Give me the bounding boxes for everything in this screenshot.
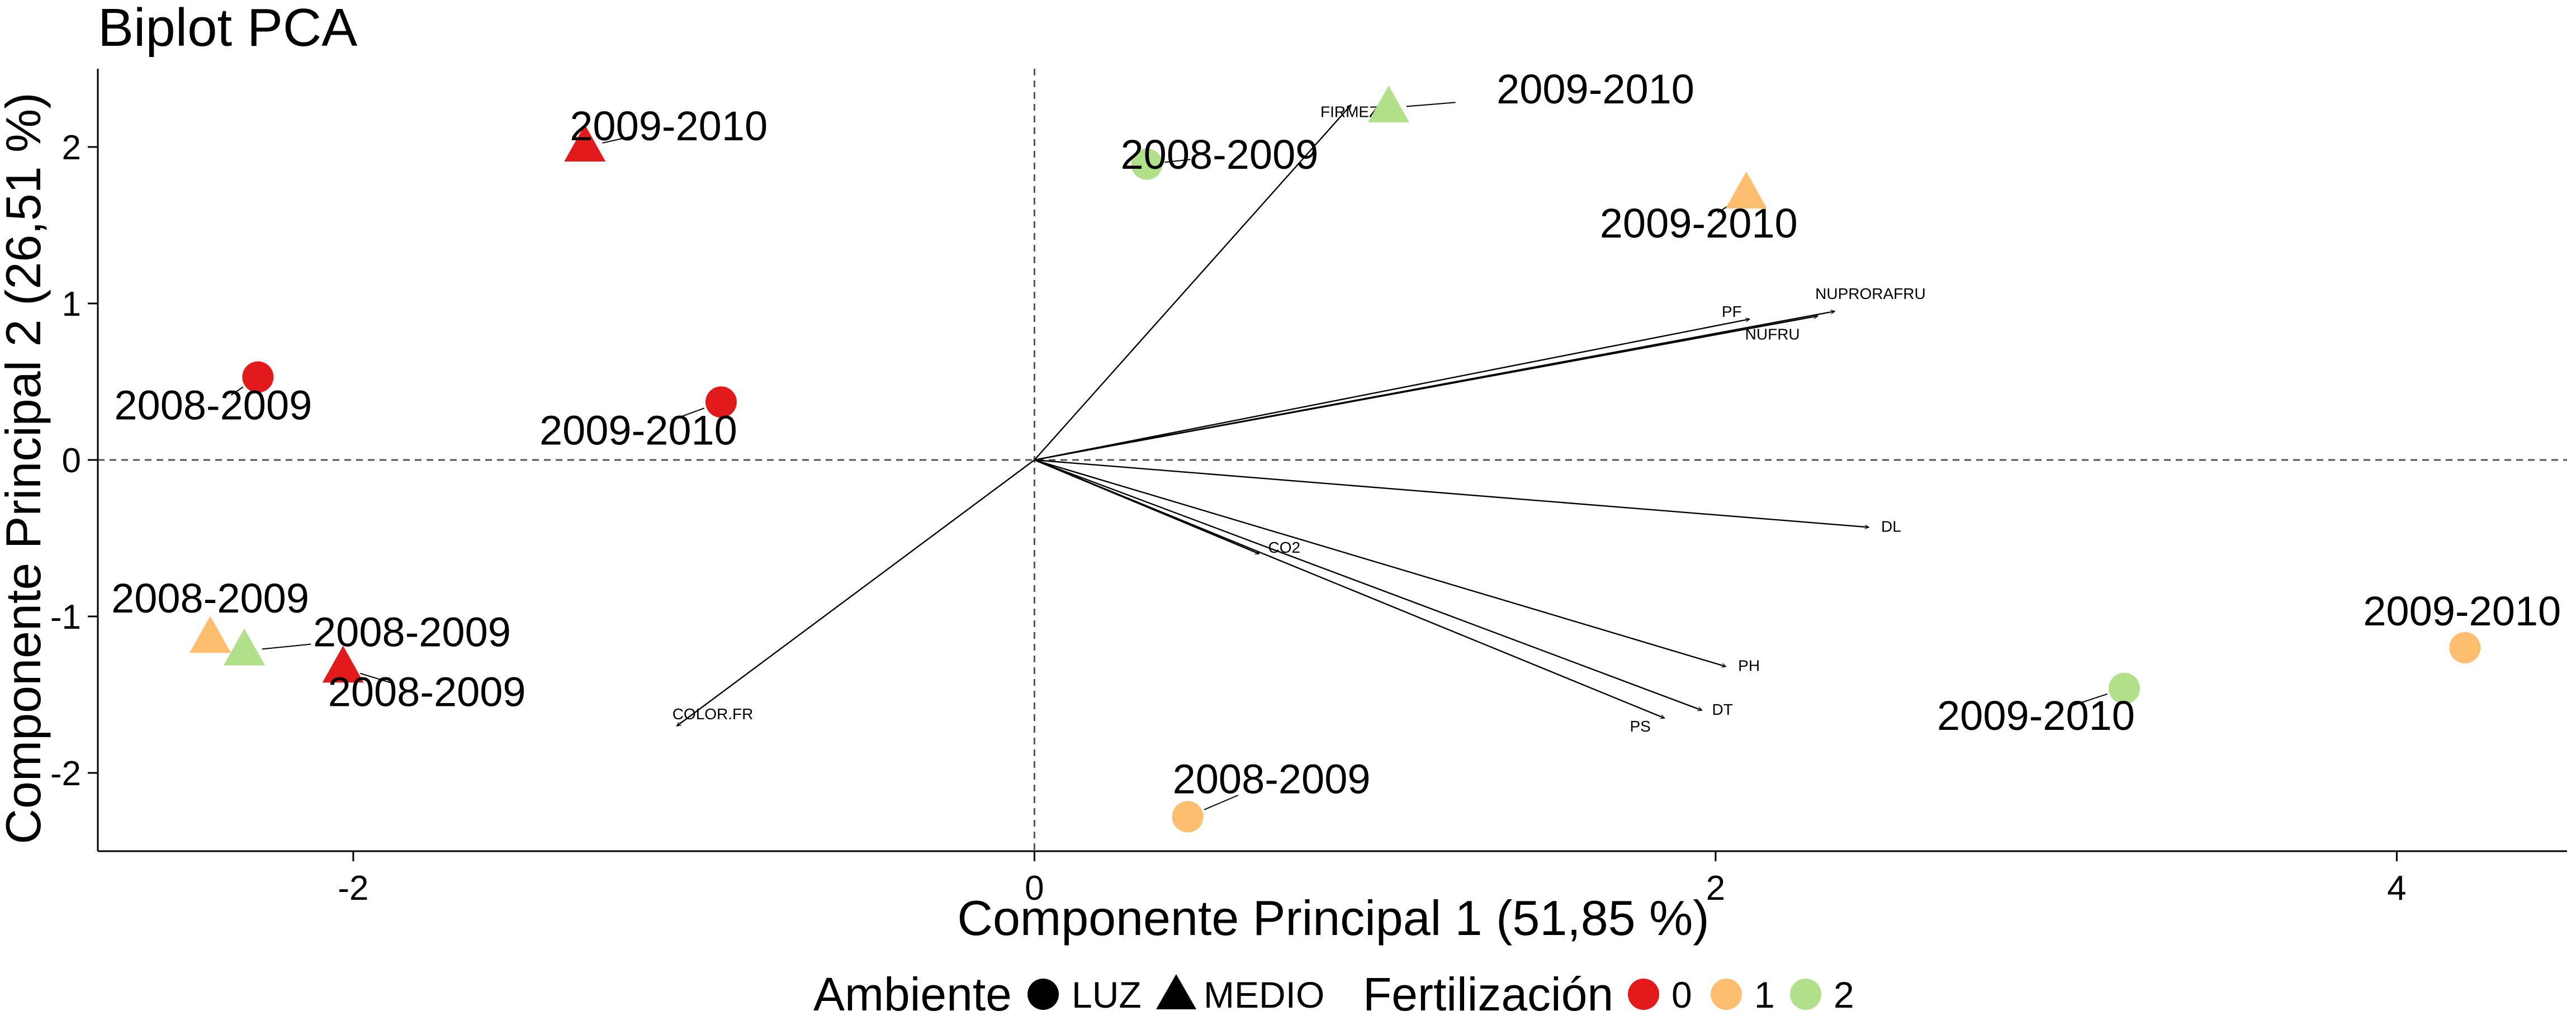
point-label-connector	[230, 386, 244, 396]
point-label: 2009-2010	[1600, 200, 1798, 246]
score-point-triangle	[564, 125, 606, 162]
loading-arrow	[1034, 319, 1749, 461]
point-label: 2008-2009	[313, 609, 511, 656]
loading-label: NUFRU	[1745, 325, 1800, 343]
score-point-circle	[2449, 632, 2481, 663]
point-label-connector	[1406, 102, 1456, 107]
point-label: 2009-2010	[570, 103, 768, 149]
score-point-circle	[242, 361, 274, 393]
legend-label-medio: MEDIO	[1204, 974, 1324, 1015]
x-tick-label: -2	[338, 869, 368, 908]
score-point-circle	[1172, 801, 1204, 833]
score-points: 2009-2010 2009-2010 2008-2009 2009-2010 2008…	[111, 66, 2561, 833]
score-point-circle	[705, 386, 737, 418]
loading-label: NUPRORAFRU	[1815, 285, 1926, 302]
chart-title: Biplot PCA	[98, 0, 357, 58]
score-point-triangle	[1725, 172, 1767, 208]
loading-label: DL	[1881, 518, 1901, 535]
point-label: 2008-2009	[111, 575, 309, 621]
y-axis-title: Componente Principal 2 (26,51 %)	[0, 92, 51, 844]
legend-label-luz: LUZ	[1072, 974, 1142, 1015]
point-label-connector	[359, 672, 394, 684]
loading-arrow	[1034, 105, 1351, 461]
x-axis-title: Componente Principal 1 (51,85 %)	[957, 890, 1709, 946]
y-tick-label: -1	[50, 598, 81, 637]
point-label: 2008-2009	[328, 668, 526, 715]
loading-arrow	[1034, 316, 1817, 461]
plot-area	[98, 69, 2567, 851]
loading-label: DT	[1712, 701, 1733, 718]
point-label: 2009-2010	[1937, 692, 2135, 739]
point-label-connector	[671, 407, 705, 421]
loading-arrow	[1034, 459, 1702, 710]
y-tick-label: -2	[50, 754, 81, 793]
point-label: 2008-2009	[1173, 756, 1371, 802]
point-label-connector	[602, 135, 636, 144]
x-tick-label: 2	[1706, 869, 1725, 908]
y-tick-label: 2	[62, 129, 81, 167]
loading-label: COLOR.FR	[673, 705, 754, 723]
loading-arrow	[677, 459, 1035, 727]
legend-title-fertilizacion: Fertilización	[1363, 968, 1613, 1020]
point-label: 2008-2009	[114, 382, 312, 429]
point-label: 2009-2010	[539, 407, 737, 453]
legend-key-fert-0	[1628, 979, 1659, 1010]
point-label-connector	[262, 643, 311, 650]
legend-key-medio	[1156, 974, 1196, 1009]
point-label: 2009-2010	[1497, 66, 1694, 112]
loading-label: PH	[1738, 657, 1760, 675]
legend-key-fert-2	[1790, 979, 1821, 1010]
y-tick-label: 0	[62, 442, 81, 480]
loading-arrow	[1034, 459, 1664, 718]
legend-key-luz	[1027, 979, 1059, 1010]
score-point-triangle	[223, 628, 265, 666]
score-point-triangle	[1368, 86, 1410, 122]
point-label-connector	[1204, 795, 1238, 810]
point-label-connector	[2071, 693, 2108, 706]
score-point-triangle	[322, 645, 364, 683]
point-label: 2008-2009	[1121, 131, 1319, 178]
legend-label-fert-0: 0	[1671, 974, 1692, 1015]
legend-title-ambiente: Ambiente	[813, 968, 1012, 1020]
legend-label-fert-1: 1	[1754, 974, 1775, 1015]
loading-label: PF	[1722, 303, 1742, 320]
loading-label: PS	[1630, 718, 1651, 735]
score-point-circle	[1131, 148, 1163, 180]
x-tick-label: 4	[2387, 869, 2406, 908]
score-point-circle	[2108, 672, 2140, 704]
loading-arrow	[1034, 459, 1726, 667]
legend-label-fert-2: 2	[1834, 974, 1854, 1015]
point-label-connector	[1164, 159, 1191, 163]
legend: Ambiente LUZ MEDIO Fertilización 0 1 2	[813, 968, 1854, 1020]
point-label: 2009-2010	[2363, 588, 2561, 634]
score-point-triangle	[190, 616, 231, 653]
loading-arrow	[1034, 459, 1869, 527]
y-tick-label: 1	[62, 285, 81, 324]
x-tick-label: 0	[1025, 869, 1044, 908]
axes: -2 0 2 4 -2 -1 0 1 2	[50, 69, 2567, 908]
legend-key-fert-1	[1711, 979, 1742, 1010]
